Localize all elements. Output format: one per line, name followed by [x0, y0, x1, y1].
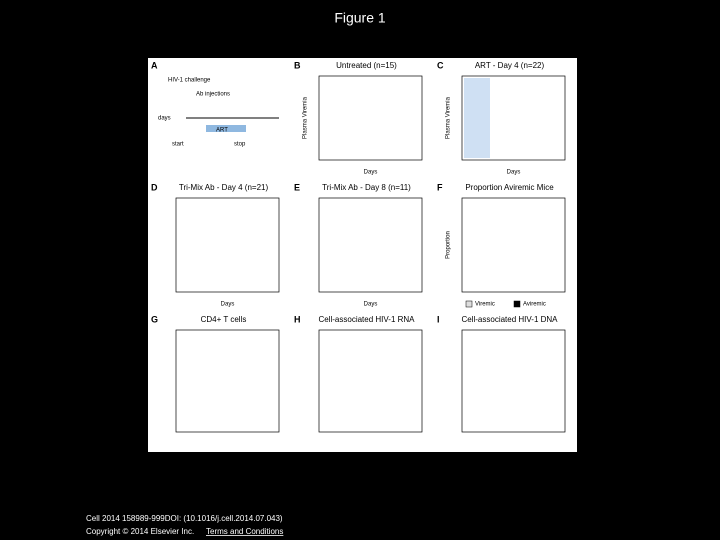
panel-label: F — [437, 182, 443, 192]
plot-area — [175, 329, 280, 433]
plot-area — [461, 75, 566, 161]
legend-label: Aviremic — [523, 302, 546, 308]
x-axis-label: Days — [364, 302, 378, 308]
panel-label: C — [437, 60, 444, 70]
slide-title: Figure 1 — [334, 10, 386, 26]
y-axis-label: Plasma Viremia — [303, 96, 309, 139]
copyright: Copyright © 2014 Elsevier Inc. — [86, 527, 194, 536]
panel-title: Tri-Mix Ab - Day 8 (n=11) — [322, 183, 411, 192]
plot-area — [461, 197, 566, 293]
legend-label: Viremic — [475, 302, 495, 308]
annotation: stop — [234, 142, 246, 148]
panel-title: Untreated (n=15) — [336, 61, 397, 70]
citation: Cell 2014 158989-999DOI: (10.1016/j.cell… — [86, 514, 283, 523]
panel-label: B — [294, 60, 301, 70]
panel-title: Cell-associated HIV-1 DNA — [461, 315, 558, 324]
annotation: Ab injections — [196, 92, 230, 98]
legend-swatch — [513, 300, 521, 308]
annotation: ART — [216, 128, 228, 134]
plot-area — [461, 329, 566, 433]
x-axis-label: Days — [364, 170, 378, 176]
panel-title: CD4+ T cells — [201, 315, 247, 324]
panel-label: E — [294, 182, 300, 192]
x-axis-label: Days — [221, 302, 235, 308]
art-shading — [464, 78, 490, 158]
annotation: start — [172, 142, 184, 148]
panel-label: G — [151, 314, 158, 324]
figure-panel — [148, 58, 577, 452]
y-axis-label: Plasma Viremia — [446, 96, 452, 139]
y-axis-label: Proportion — [446, 231, 452, 259]
art-bar — [206, 125, 246, 132]
panel-title: ART - Day 4 (n=22) — [475, 61, 545, 70]
annotation: days — [158, 116, 171, 122]
x-axis-label: Days — [507, 170, 521, 176]
panel-label: D — [151, 182, 158, 192]
panel-label: A — [151, 60, 158, 70]
annotation: HIV-1 challenge — [168, 78, 211, 84]
plot-area — [318, 75, 423, 161]
panel-title: Proportion Aviremic Mice — [465, 183, 554, 192]
panel-label: H — [294, 314, 301, 324]
plot-area — [318, 197, 423, 293]
panel-label: I — [437, 314, 440, 324]
panel-title: Tri-Mix Ab - Day 4 (n=21) — [179, 183, 269, 192]
terms-link[interactable]: Terms and Conditions — [206, 527, 283, 536]
plot-area — [318, 329, 423, 433]
legend-swatch — [465, 300, 473, 308]
plot-area — [175, 197, 280, 293]
panel-title: Cell-associated HIV-1 RNA — [318, 315, 415, 324]
